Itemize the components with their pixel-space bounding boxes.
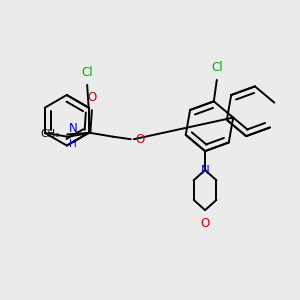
Text: N: N: [201, 164, 209, 177]
Text: CH₃: CH₃: [40, 129, 60, 140]
Text: Cl: Cl: [81, 66, 93, 79]
Text: H: H: [69, 139, 77, 149]
Text: O: O: [135, 133, 145, 146]
Text: Cl: Cl: [211, 61, 223, 74]
Text: O: O: [200, 217, 210, 230]
Text: N: N: [69, 122, 78, 135]
Text: O: O: [87, 91, 97, 104]
